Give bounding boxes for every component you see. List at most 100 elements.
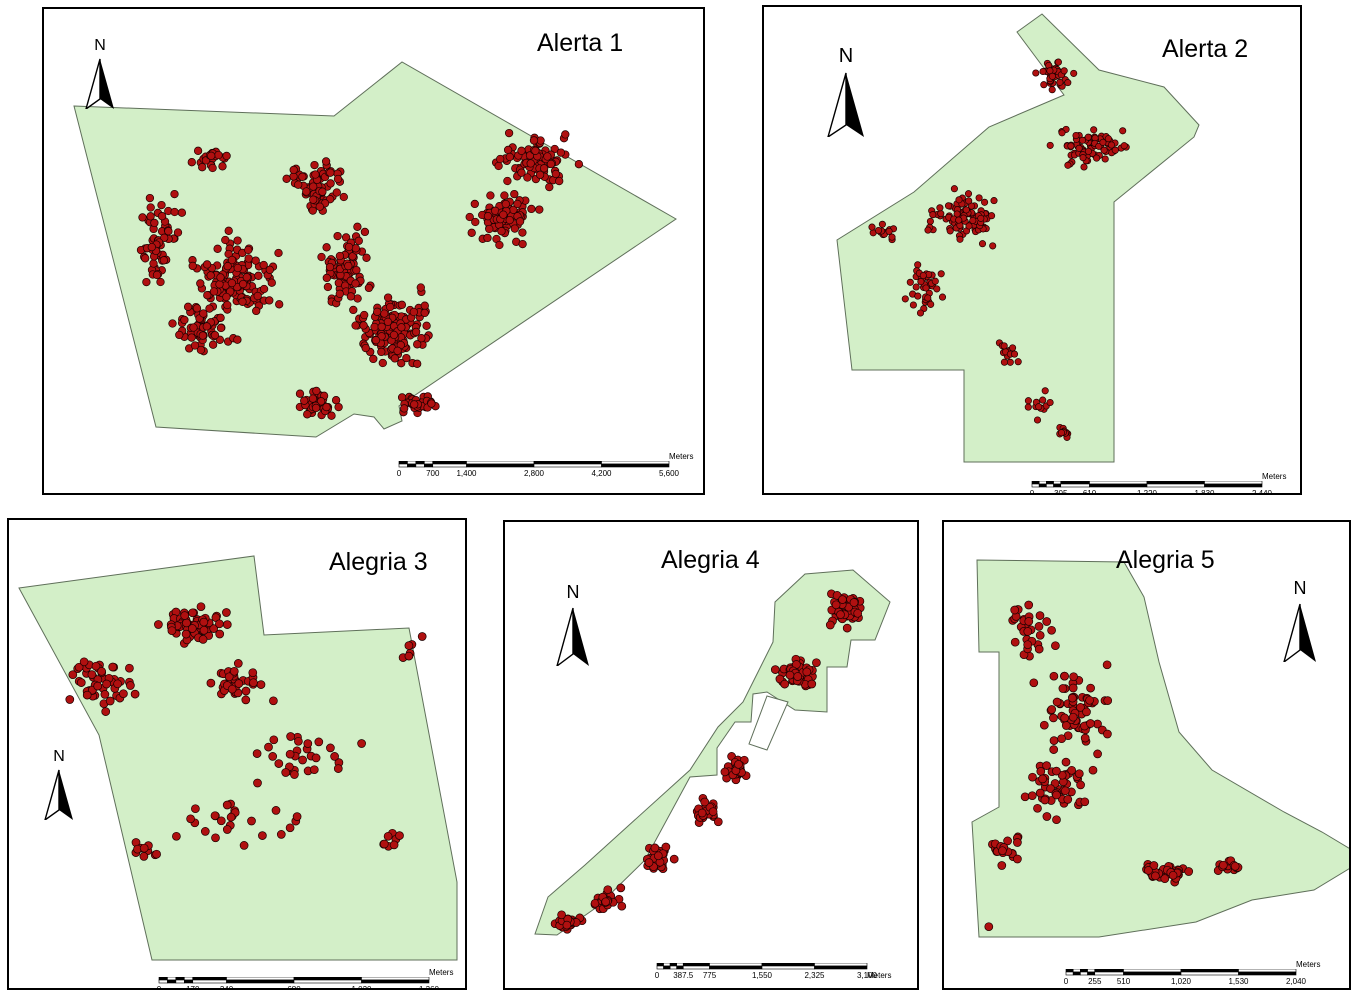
sample-point — [300, 396, 309, 405]
sample-point — [413, 359, 422, 368]
sample-point — [1080, 797, 1090, 807]
sample-point — [409, 307, 418, 317]
sample-point — [101, 707, 111, 716]
sample-point — [233, 263, 242, 273]
scale-tick-label: 3,100 — [856, 971, 878, 980]
north-label: N — [53, 748, 65, 765]
sample-point — [1184, 867, 1194, 876]
sample-point — [252, 306, 261, 316]
sample-point — [216, 323, 226, 333]
sample-point — [1103, 696, 1113, 705]
sample-point — [1068, 683, 1078, 693]
scale-tick-label: 255 — [1088, 977, 1102, 986]
sample-point — [146, 212, 155, 221]
sample-point — [146, 203, 155, 212]
scale-tick-label: 0 — [156, 985, 162, 990]
sample-point — [327, 411, 336, 420]
sample-point — [644, 858, 654, 867]
sample-point — [1032, 69, 1040, 77]
sample-point — [946, 227, 954, 235]
sample-point — [150, 218, 159, 228]
sample-point — [400, 404, 409, 413]
sample-point — [617, 901, 627, 911]
sample-point — [1076, 780, 1085, 790]
sample-point — [1061, 721, 1071, 730]
scale-tick-label: 170 — [186, 985, 200, 990]
scale-tick-label: 1,550 — [751, 971, 773, 980]
sample-point — [990, 197, 998, 205]
sample-point — [697, 808, 707, 818]
sample-point — [404, 651, 414, 661]
sample-point — [1048, 86, 1056, 94]
sample-point — [344, 242, 354, 252]
sample-point — [251, 256, 260, 265]
sample-point — [1052, 697, 1062, 707]
sample-point — [335, 289, 344, 298]
study-area-polygon — [73, 61, 677, 438]
sample-point — [267, 278, 276, 287]
sample-point — [389, 840, 399, 850]
sample-point — [1104, 135, 1112, 143]
sample-point — [222, 825, 232, 834]
sample-point — [215, 629, 225, 639]
sample-point — [1076, 703, 1085, 712]
sample-point — [1049, 745, 1059, 754]
sample-point — [302, 187, 311, 196]
sample-point — [216, 816, 226, 826]
sample-point — [196, 279, 205, 288]
sample-point — [105, 696, 115, 706]
sample-point — [1101, 155, 1109, 163]
sample-point — [1103, 729, 1112, 739]
sample-point — [1068, 693, 1077, 703]
sample-point — [955, 216, 963, 224]
sample-point — [265, 296, 274, 305]
sample-point — [793, 672, 803, 681]
sample-point — [142, 277, 151, 287]
sample-point — [202, 260, 212, 269]
sample-point — [1072, 131, 1080, 140]
sample-point — [1099, 138, 1107, 146]
sample-point — [74, 662, 84, 672]
sample-point — [1119, 127, 1127, 135]
sample-point — [720, 767, 730, 777]
sample-point — [152, 849, 161, 859]
scale-tick-label: 1,400 — [456, 469, 477, 478]
map-panel-alegria-4: Alegria 4 N 0 387.5 775 1,550 2,325 3,100 Mete… — [503, 520, 919, 990]
sample-point — [1151, 871, 1160, 881]
sample-point — [269, 735, 279, 745]
scale-bar: 0 387.5 775 1,550 2,325 3,100 Meters — [655, 954, 895, 984]
sample-point — [574, 160, 584, 169]
sample-point — [377, 322, 386, 331]
sample-point — [199, 309, 208, 318]
sample-point — [1027, 791, 1037, 801]
sample-point — [349, 305, 358, 315]
sample-point — [222, 151, 231, 161]
sample-point — [1067, 765, 1077, 775]
sample-point — [1058, 684, 1068, 693]
sample-point — [1039, 67, 1047, 76]
sample-point — [188, 261, 197, 271]
sample-point — [1038, 774, 1047, 784]
sample-point — [523, 173, 532, 182]
sample-point — [503, 145, 513, 155]
sample-point — [214, 150, 223, 160]
sample-point — [325, 262, 335, 272]
scale-tick-label: 0 — [1029, 489, 1035, 495]
sample-point — [1060, 671, 1069, 681]
sample-point — [203, 291, 212, 300]
sample-point — [154, 620, 163, 629]
north-label: N — [94, 37, 106, 54]
sample-point — [411, 327, 421, 337]
sample-point — [1024, 617, 1034, 626]
sample-point — [1029, 678, 1039, 688]
sample-point — [290, 770, 299, 779]
sample-point — [139, 852, 149, 861]
sample-point — [353, 222, 362, 231]
sample-point — [1023, 640, 1033, 650]
sample-point — [348, 252, 357, 261]
sample-point — [390, 354, 400, 363]
sample-point — [238, 279, 248, 289]
sample-point — [1003, 836, 1012, 846]
sample-point — [126, 681, 135, 690]
sample-point — [518, 239, 527, 249]
